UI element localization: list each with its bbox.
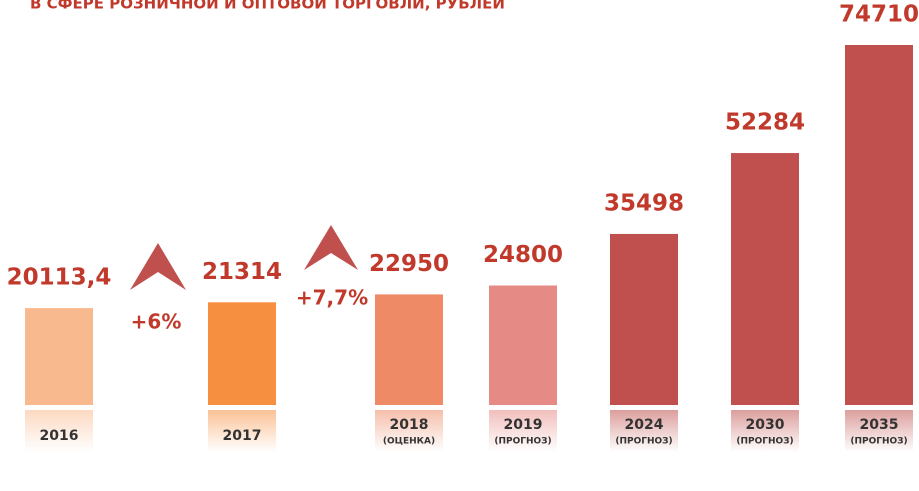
value-label: 21314 (202, 259, 282, 285)
value-label: 74710 (839, 2, 919, 28)
value-label: 22950 (369, 251, 449, 277)
annotation: +7,7% (296, 286, 368, 310)
x-tick-note: (ПРОГНОЗ) (494, 437, 551, 447)
x-tick-label: 2030 (746, 417, 785, 433)
bar (731, 153, 799, 405)
annotation: +6% (131, 310, 182, 334)
value-label: 24800 (483, 242, 563, 268)
label-fade (25, 410, 93, 452)
chart-title: В СФЕРЕ РОЗНИЧНОЙ И ОПТОВОЙ ТОРГОВЛИ, РУ… (30, 0, 505, 13)
x-tick-label: 2017 (223, 428, 262, 444)
bar (845, 45, 913, 405)
x-tick-note: (ОЦЕНКА) (383, 437, 435, 447)
label-fade (845, 410, 913, 452)
bar (208, 302, 276, 405)
label-fade (208, 410, 276, 452)
x-tick-note: (ПРОГНОЗ) (615, 437, 672, 447)
x-tick-label: 2024 (625, 417, 664, 433)
x-tick-label: 2035 (860, 417, 899, 433)
bar (610, 233, 678, 405)
bar (375, 294, 443, 405)
value-label: 20113,4 (7, 265, 112, 291)
label-fade (731, 410, 799, 452)
bar (25, 308, 93, 405)
x-tick-label: 2019 (504, 417, 543, 433)
label-fade (610, 410, 678, 452)
x-tick-note: (ПРОГНОЗ) (850, 437, 907, 447)
value-label: 52284 (725, 110, 805, 136)
value-label: 35498 (604, 190, 684, 216)
bar (489, 285, 557, 405)
growth-arrow (130, 243, 186, 290)
growth-arrow (304, 225, 358, 270)
x-tick-note: (ПРОГНОЗ) (736, 437, 793, 447)
label-fade (375, 410, 443, 452)
x-tick-label: 2018 (390, 417, 429, 433)
x-tick-label: 2016 (40, 428, 79, 444)
label-fade (489, 410, 557, 452)
